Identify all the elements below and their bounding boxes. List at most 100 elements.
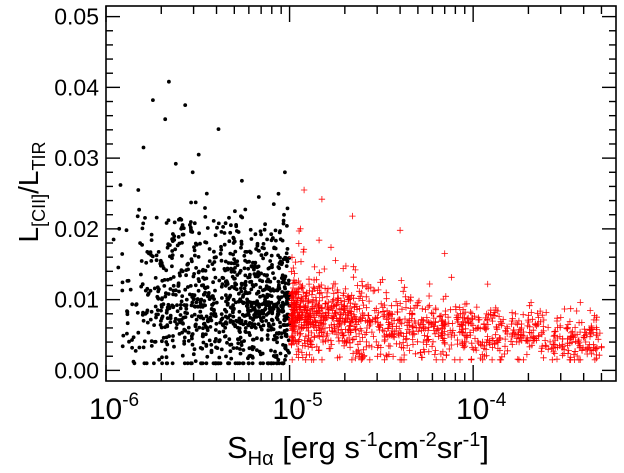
data-point [183, 287, 188, 292]
data-point [315, 237, 323, 244]
data-point [243, 329, 248, 334]
data-point [229, 223, 233, 228]
data-point [353, 321, 360, 328]
data-point [466, 329, 474, 336]
x-tick-label-base: 10 [272, 393, 305, 426]
data-point [189, 227, 193, 232]
data-point [535, 314, 542, 321]
data-point [283, 291, 287, 295]
data-point [383, 307, 391, 314]
data-point [275, 335, 279, 340]
data-point [438, 318, 446, 325]
data-point [517, 326, 524, 334]
data-point [457, 310, 464, 317]
data-point [192, 272, 197, 276]
data-point [330, 296, 337, 303]
data-point [193, 253, 197, 258]
data-point [402, 293, 409, 300]
data-point [214, 345, 218, 350]
data-point [239, 286, 243, 291]
data-point [250, 361, 255, 366]
data-point [467, 320, 475, 327]
data-point [200, 346, 205, 351]
data-point [432, 347, 439, 354]
data-point [261, 242, 266, 246]
data-point [512, 319, 520, 327]
data-point [228, 251, 233, 256]
data-point [328, 341, 335, 348]
data-point [328, 302, 335, 309]
x-tick-label-exponent: -6 [122, 390, 139, 411]
x-axis-label-close: ] [480, 430, 489, 465]
data-point [284, 256, 288, 260]
data-point [271, 337, 276, 342]
data-point [268, 259, 273, 263]
data-point [272, 245, 277, 250]
data-point [186, 339, 191, 343]
data-point [407, 305, 414, 312]
data-point [163, 294, 168, 299]
data-point [156, 296, 160, 300]
data-point [325, 299, 332, 306]
data-point [526, 302, 533, 309]
data-point [137, 207, 142, 212]
data-point [193, 283, 198, 288]
data-point [358, 278, 366, 285]
data-point [313, 297, 320, 305]
data-point [136, 188, 141, 192]
data-point [295, 285, 302, 292]
data-point [316, 290, 323, 297]
data-point [159, 305, 164, 309]
data-point [398, 277, 405, 284]
data-point [395, 316, 403, 323]
data-point [574, 352, 581, 360]
data-point [306, 316, 314, 323]
data-point [303, 313, 311, 320]
data-point [194, 300, 199, 305]
data-point [190, 332, 195, 336]
data-point [228, 349, 233, 354]
data-point [548, 345, 555, 352]
x-axis-label-text: [erg s [274, 430, 360, 465]
data-point [428, 320, 435, 327]
data-point [237, 291, 241, 296]
data-point [282, 212, 286, 217]
data-point [458, 326, 466, 333]
data-point [185, 361, 190, 366]
data-point [220, 296, 224, 300]
data-point [258, 294, 262, 299]
data-point [318, 305, 325, 312]
data-point [404, 342, 411, 349]
data-point [262, 227, 267, 232]
data-point [233, 283, 238, 287]
data-point [208, 315, 213, 320]
data-point [432, 306, 439, 313]
data-point [335, 334, 342, 342]
data-point [567, 329, 575, 336]
data-point [460, 344, 468, 351]
data-point [229, 266, 233, 271]
data-point [235, 229, 239, 233]
data-point [493, 326, 501, 333]
data-point [236, 341, 241, 346]
data-point [244, 250, 249, 254]
data-point [257, 311, 261, 316]
data-point [573, 307, 580, 315]
data-point [401, 284, 408, 291]
data-point [333, 330, 341, 338]
data-point [326, 345, 333, 352]
data-point [241, 300, 246, 305]
data-point [236, 337, 240, 342]
data-point [342, 285, 349, 293]
data-point [257, 273, 261, 277]
data-point [296, 311, 303, 319]
data-point [539, 312, 546, 319]
data-point [170, 256, 174, 260]
data-point [375, 286, 382, 294]
data-point [406, 347, 413, 354]
data-point [334, 289, 342, 296]
data-point [189, 303, 194, 308]
data-point [124, 228, 129, 233]
data-point [278, 351, 283, 356]
data-point [182, 327, 187, 332]
